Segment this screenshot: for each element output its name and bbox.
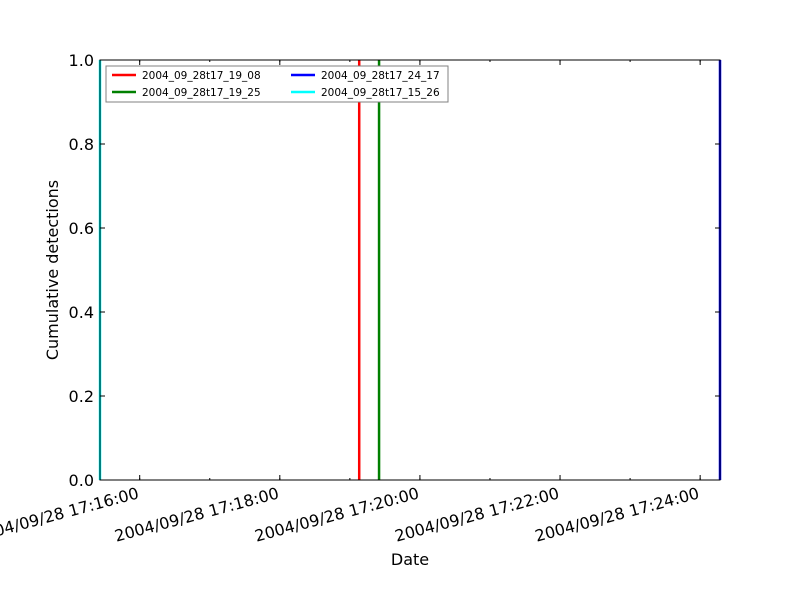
y-tick-label: 0.2 <box>69 387 94 406</box>
legend-label: 2004_09_28t17_19_08 <box>142 70 261 82</box>
plot-frame <box>99 59 721 481</box>
x-axis-label: Date <box>391 550 429 569</box>
legend-label: 2004_09_28t17_19_25 <box>142 87 261 99</box>
legend-box <box>105 65 449 103</box>
y-tick-label: 0.4 <box>69 303 94 322</box>
legend-label: 2004_09_28t17_24_17 <box>321 70 440 82</box>
y-tick-label: 0.8 <box>69 135 94 154</box>
y-tick-label: 0.6 <box>69 219 94 238</box>
y-tick-label: 1.0 <box>69 51 94 70</box>
y-axis-label: Cumulative detections <box>43 180 62 360</box>
y-tick-label: 0.0 <box>69 471 94 490</box>
legend-label: 2004_09_28t17_15_26 <box>321 87 440 99</box>
